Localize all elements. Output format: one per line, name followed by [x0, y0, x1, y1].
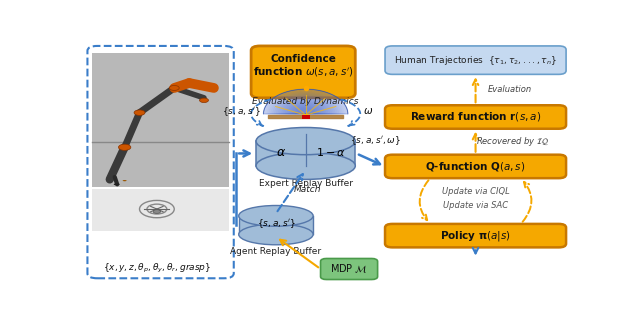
Ellipse shape — [114, 183, 120, 185]
Text: Reward function $\mathbf{r}(s, a)$: Reward function $\mathbf{r}(s, a)$ — [410, 110, 541, 124]
Text: Policy $\mathbf{\pi}(a|s)$: Policy $\mathbf{\pi}(a|s)$ — [440, 229, 511, 243]
Ellipse shape — [239, 205, 313, 226]
Text: Human Trajectories  $\{\tau_1, \tau_2, ..., \tau_n\}$: Human Trajectories $\{\tau_1, \tau_2, ..… — [394, 54, 557, 67]
Text: MDP $\mathcal{M}$: MDP $\mathcal{M}$ — [330, 263, 368, 275]
Ellipse shape — [239, 224, 313, 245]
Bar — [92, 53, 229, 187]
FancyBboxPatch shape — [385, 46, 566, 74]
FancyBboxPatch shape — [88, 46, 234, 278]
Text: Evaluation: Evaluation — [488, 85, 532, 94]
Polygon shape — [285, 102, 326, 114]
Polygon shape — [239, 216, 313, 234]
FancyBboxPatch shape — [321, 258, 378, 280]
Text: Update via SAC: Update via SAC — [443, 202, 508, 211]
FancyBboxPatch shape — [385, 155, 566, 178]
Polygon shape — [289, 104, 323, 114]
Text: Update via CIQL: Update via CIQL — [442, 187, 509, 195]
Polygon shape — [284, 101, 328, 114]
Polygon shape — [298, 109, 314, 114]
Polygon shape — [296, 108, 316, 114]
Text: $1-\alpha$: $1-\alpha$ — [316, 146, 346, 158]
Polygon shape — [256, 141, 355, 166]
FancyBboxPatch shape — [385, 224, 566, 247]
Polygon shape — [291, 105, 321, 114]
Text: Agent Replay Buffer: Agent Replay Buffer — [230, 247, 321, 256]
Ellipse shape — [169, 85, 179, 91]
Polygon shape — [264, 89, 348, 114]
Text: $\{s, a, s'\}$: $\{s, a, s'\}$ — [222, 105, 260, 118]
Text: Expert Replay Buffer: Expert Replay Buffer — [259, 179, 353, 188]
Ellipse shape — [200, 98, 209, 102]
Text: Recovered by $\mathcal{IQ}$: Recovered by $\mathcal{IQ}$ — [476, 135, 549, 148]
Text: Evaluated by Dynamics: Evaluated by Dynamics — [252, 97, 359, 106]
FancyBboxPatch shape — [385, 105, 566, 129]
Bar — [92, 189, 229, 231]
Ellipse shape — [256, 127, 355, 155]
Text: $\{x, y, z, \theta_p, \theta_y, \theta_r, grasp\}$: $\{x, y, z, \theta_p, \theta_y, \theta_r… — [103, 262, 211, 275]
Ellipse shape — [123, 180, 127, 181]
Polygon shape — [294, 107, 317, 114]
Text: $\{s, a, s'\}$: $\{s, a, s'\}$ — [257, 218, 295, 230]
FancyBboxPatch shape — [251, 46, 355, 98]
Polygon shape — [282, 100, 330, 114]
Ellipse shape — [118, 144, 131, 150]
Text: Confidence
function $\omega(s, a, s')$: Confidence function $\omega(s, a, s')$ — [253, 54, 353, 79]
Text: Q-function $\mathbf{Q}(a, s)$: Q-function $\mathbf{Q}(a, s)$ — [426, 160, 525, 173]
Ellipse shape — [256, 152, 355, 179]
Text: $\omega$: $\omega$ — [363, 107, 372, 117]
Polygon shape — [292, 106, 319, 114]
Ellipse shape — [153, 210, 161, 213]
Text: $\alpha$: $\alpha$ — [276, 146, 286, 159]
Ellipse shape — [134, 110, 145, 115]
Text: $\{s, a, s', \omega\}$: $\{s, a, s', \omega\}$ — [349, 134, 401, 147]
Bar — [301, 115, 310, 119]
Text: Match: Match — [293, 185, 321, 194]
Polygon shape — [287, 103, 324, 114]
